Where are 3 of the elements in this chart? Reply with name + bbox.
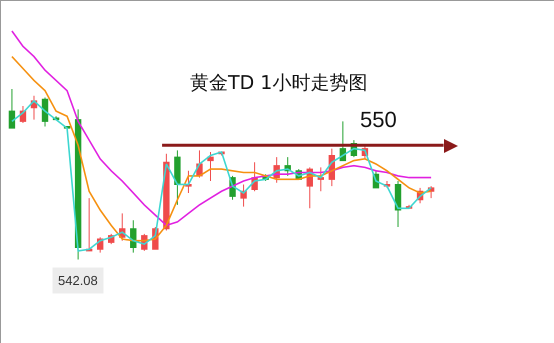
text: 542.08 <box>58 273 98 288</box>
chart-title: 黄金TD 1小时走势图 <box>190 72 368 94</box>
annotation: 550 <box>360 107 397 132</box>
